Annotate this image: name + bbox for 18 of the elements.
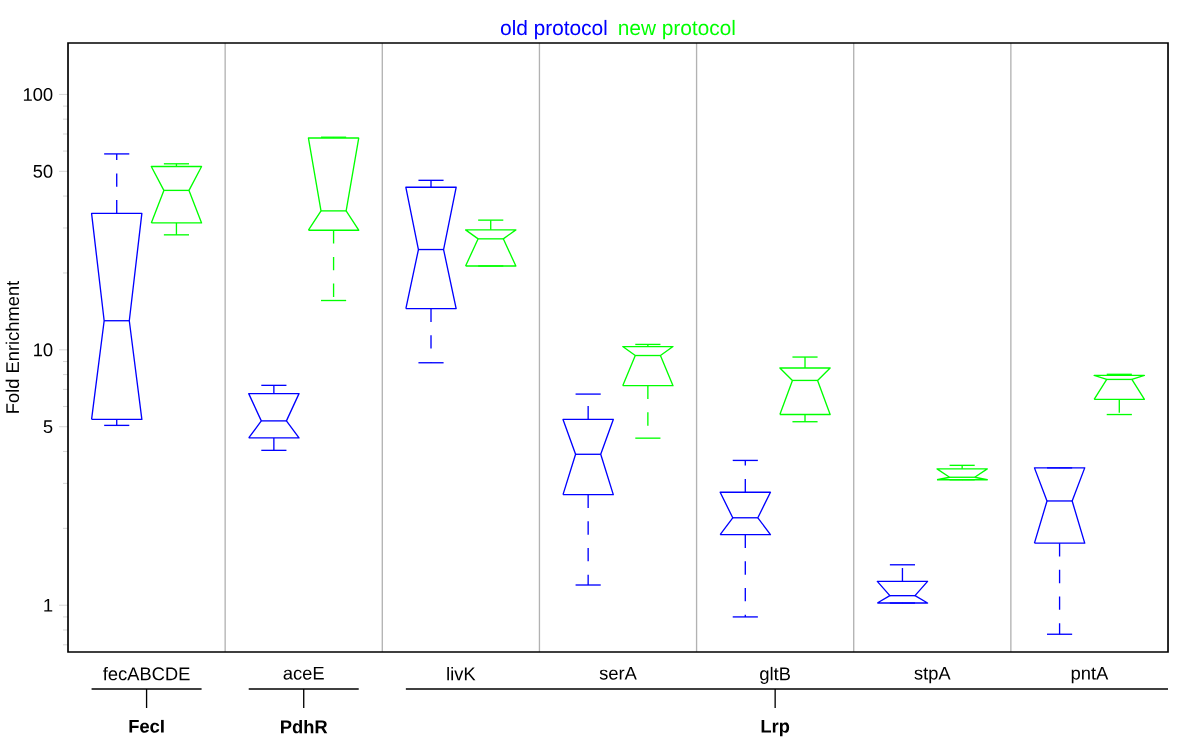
y-tick-label: 10 xyxy=(34,343,53,357)
y-tick-label: 1 xyxy=(44,598,53,612)
text: old protocol xyxy=(500,19,607,40)
x-tick-label: serA xyxy=(599,666,637,680)
x-tick-label: aceE xyxy=(283,666,324,680)
text: new protocol xyxy=(619,19,735,40)
y-tick-label: 50 xyxy=(33,164,53,178)
y-tick-label: 100 xyxy=(23,87,53,101)
x-tick-label: livK xyxy=(447,666,476,681)
text: PdhR xyxy=(281,719,328,734)
y-axis-title: Fold Enrichment xyxy=(5,280,20,413)
y-tick-label: 5 xyxy=(43,420,53,434)
x-tick-label: stpA xyxy=(914,666,951,684)
x-tick-label: pntA xyxy=(1071,666,1109,684)
x-tick-label: fecABCDE xyxy=(103,666,190,681)
x-tick-label: gltB xyxy=(760,666,790,684)
text: Lrp xyxy=(761,719,790,737)
text: FecI xyxy=(129,719,164,733)
